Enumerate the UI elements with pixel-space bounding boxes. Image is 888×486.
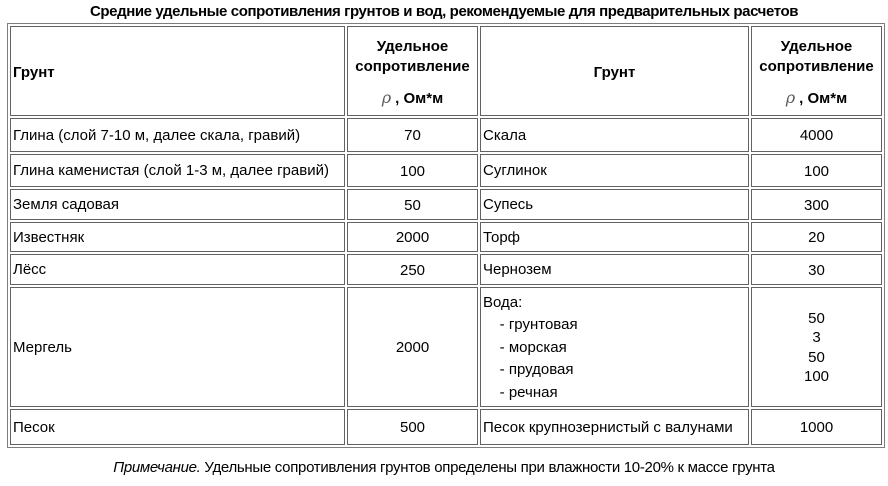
value-cell-left: 100 (347, 154, 478, 187)
value-cell-left: 50 (347, 189, 478, 220)
note-text: Удельные сопротивления грунтов определен… (200, 459, 775, 476)
table-row: Песок 500 Песок крупнозернистый с валуна… (10, 409, 882, 445)
value-cell-left: 500 (347, 409, 478, 445)
col-header-soil-left: Грунт (10, 26, 345, 116)
soil-cell-right: Вода: - грунтовая - морская - прудовая -… (480, 286, 749, 407)
rho-symbol: ρ (785, 88, 796, 108)
soil-cell-right: Суглинок (480, 154, 749, 187)
soil-cell-left: Лёсс (10, 254, 345, 285)
value-cell-right: 30 (751, 254, 882, 285)
value-cell-right: 20 (751, 221, 882, 252)
value-cell-right: 4000 (751, 118, 882, 152)
value-cell-right: 100 (751, 154, 882, 187)
resistivity-unit: ρ, Ом*м (754, 88, 879, 107)
soil-cell-right: Песок крупнозернистый с валунами (480, 409, 749, 445)
table-row: Известняк 2000 Торф 20 (10, 221, 882, 252)
rho-symbol: ρ (381, 88, 392, 108)
resistivity-label: Удельное сопротивление (355, 37, 470, 75)
value-cell-left: 250 (347, 254, 478, 285)
col-header-resistivity-left: Удельное сопротивление ρ, Ом*м (347, 26, 478, 116)
soil-cell-left: Известняк (10, 221, 345, 252)
resistivity-unit: ρ, Ом*м (350, 88, 475, 107)
table-row: Земля садовая 50 Супесь 300 (10, 189, 882, 220)
unit-label: , Ом*м (395, 90, 444, 108)
table-row: Глина каменистая (слой 1-3 м, далее грав… (10, 154, 882, 187)
page-title: Средние удельные сопротивления грунтов и… (89, 3, 799, 20)
table-row: Мергель 2000 Вода: - грунтовая - морская… (10, 286, 882, 407)
table-header-row: Грунт Удельное сопротивление ρ, Ом*м Гру… (10, 26, 882, 116)
resistivity-table: Грунт Удельное сопротивление ρ, Ом*м Гру… (7, 23, 885, 448)
resistivity-label: Удельное сопротивление (759, 37, 874, 75)
soil-cell-left: Мергель (10, 286, 345, 407)
col-header-resistivity-right: Удельное сопротивление ρ, Ом*м (751, 26, 882, 116)
soil-cell-right: Скала (480, 118, 749, 152)
soil-cell-right: Супесь (480, 189, 749, 220)
note-label: Примечание. (113, 459, 201, 476)
table-row: Глина (слой 7-10 м, далее скала, гравий)… (10, 118, 882, 152)
soil-cell-left: Глина (слой 7-10 м, далее скала, гравий) (10, 118, 345, 152)
value-cell-left: 2000 (347, 221, 478, 252)
unit-label: , Ом*м (799, 90, 848, 108)
soil-cell-left: Песок (10, 409, 345, 445)
soil-cell-left: Земля садовая (10, 189, 345, 220)
value-cell-right: 50 3 50 100 (751, 286, 882, 407)
value-cell-right: 1000 (751, 409, 882, 445)
value-cell-right: 300 (751, 189, 882, 220)
value-cell-left: 70 (347, 118, 478, 152)
table-row: Лёсс 250 Чернозем 30 (10, 254, 882, 285)
value-cell-left: 2000 (347, 286, 478, 407)
soil-cell-left: Глина каменистая (слой 1-3 м, далее грав… (10, 154, 345, 187)
footnote: Примечание. Удельные сопротивления грунт… (0, 459, 888, 476)
soil-cell-right: Торф (480, 221, 749, 252)
col-header-soil-right: Грунт (480, 26, 749, 116)
soil-cell-right: Чернозем (480, 254, 749, 285)
